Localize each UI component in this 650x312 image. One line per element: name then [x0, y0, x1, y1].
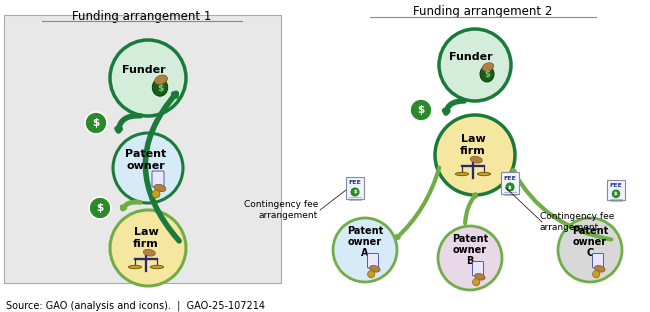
Text: FEE: FEE — [610, 183, 623, 188]
Text: Law
firm: Law firm — [460, 134, 486, 156]
Circle shape — [152, 190, 160, 198]
Ellipse shape — [471, 156, 482, 163]
Text: $: $ — [417, 105, 424, 115]
Text: Patent
owner
A: Patent owner A — [347, 226, 383, 258]
Text: Funder: Funder — [122, 65, 166, 75]
Circle shape — [473, 279, 480, 286]
Circle shape — [410, 99, 432, 121]
Circle shape — [368, 271, 375, 278]
Circle shape — [110, 40, 186, 116]
Text: Funding arrangement 1: Funding arrangement 1 — [72, 10, 212, 23]
FancyArrowPatch shape — [513, 170, 611, 240]
Ellipse shape — [482, 63, 494, 71]
FancyArrowPatch shape — [117, 116, 140, 131]
Text: Contingency fee
arrangement: Contingency fee arrangement — [540, 212, 614, 232]
FancyBboxPatch shape — [367, 253, 378, 268]
FancyBboxPatch shape — [473, 261, 484, 276]
Ellipse shape — [150, 265, 164, 269]
Circle shape — [593, 271, 600, 278]
Ellipse shape — [129, 265, 142, 269]
FancyBboxPatch shape — [593, 253, 603, 268]
Circle shape — [611, 189, 621, 198]
Text: Source: GAO (analysis and icons).  |  GAO-25-107214: Source: GAO (analysis and icons). | GAO-… — [6, 301, 265, 311]
Ellipse shape — [474, 273, 485, 280]
FancyArrowPatch shape — [445, 101, 464, 113]
Text: Funding arrangement 2: Funding arrangement 2 — [413, 5, 552, 18]
Text: $: $ — [96, 203, 103, 213]
FancyArrowPatch shape — [122, 202, 140, 209]
Circle shape — [435, 115, 515, 195]
Ellipse shape — [456, 172, 469, 176]
Circle shape — [505, 182, 515, 192]
Text: FEE: FEE — [504, 175, 516, 181]
FancyArrowPatch shape — [146, 93, 179, 241]
FancyBboxPatch shape — [346, 177, 364, 199]
Ellipse shape — [477, 172, 491, 176]
Text: $: $ — [614, 191, 618, 196]
Circle shape — [350, 187, 360, 197]
Text: $: $ — [92, 118, 99, 128]
Circle shape — [85, 112, 107, 134]
FancyBboxPatch shape — [501, 172, 519, 194]
Circle shape — [113, 133, 183, 203]
Circle shape — [438, 226, 502, 290]
Text: Patent
owner
B: Patent owner B — [452, 234, 488, 266]
Text: Patent
owner: Patent owner — [125, 149, 166, 171]
Text: $: $ — [353, 189, 357, 194]
Ellipse shape — [369, 266, 380, 272]
Circle shape — [89, 197, 111, 219]
Ellipse shape — [152, 79, 168, 96]
Text: Contingency fee
arrangement: Contingency fee arrangement — [244, 200, 318, 220]
Circle shape — [110, 210, 186, 286]
Text: $: $ — [157, 84, 163, 93]
Ellipse shape — [480, 66, 494, 82]
Circle shape — [333, 218, 397, 282]
Text: $: $ — [484, 71, 490, 80]
Text: Funder: Funder — [449, 52, 493, 62]
FancyArrowPatch shape — [396, 168, 439, 238]
FancyArrowPatch shape — [465, 194, 476, 223]
Ellipse shape — [155, 75, 168, 85]
Circle shape — [558, 218, 622, 282]
Text: Patent
owner
C: Patent owner C — [572, 226, 608, 258]
FancyBboxPatch shape — [608, 179, 625, 200]
Text: Law
firm: Law firm — [133, 227, 159, 249]
Circle shape — [439, 29, 511, 101]
Ellipse shape — [143, 249, 155, 256]
FancyBboxPatch shape — [152, 171, 164, 187]
Ellipse shape — [595, 266, 605, 272]
Ellipse shape — [154, 184, 166, 192]
Text: FEE: FEE — [348, 181, 361, 186]
Text: $: $ — [508, 184, 512, 189]
FancyBboxPatch shape — [4, 15, 281, 283]
